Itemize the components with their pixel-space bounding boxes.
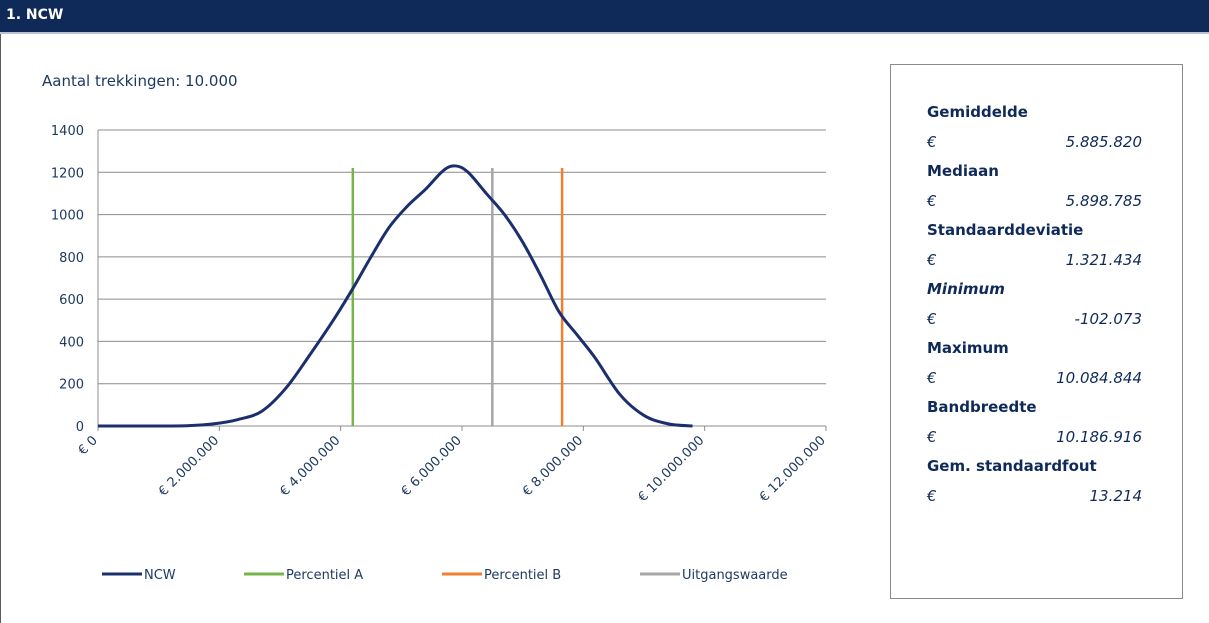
series-ncw-curve [98,164,693,428]
statistics-panel: Gemiddelde €5.885.820 Mediaan €5.898.785… [890,64,1183,599]
x-tick-label: € 0 [76,433,101,458]
x-tick-label: € 2.000.000 [156,433,222,499]
legend-label: Uitgangswaarde [682,568,788,583]
stat-label: Gem. standaardfout [927,457,1097,475]
stat-label: Bandbreedte [927,398,1037,416]
stat-gemiddelde: Gemiddelde €5.885.820 [927,102,1142,153]
stat-standaarddeviatie: Standaarddeviatie €1.321.434 [927,220,1142,271]
y-tick-label: 1200 [51,166,84,181]
stat-minimum: Minimum € -102.073 [927,279,1142,330]
stat-maximum: Maximum €10.084.844 [927,338,1142,389]
stat-label: Standaarddeviatie [927,221,1084,239]
y-tick-label: 600 [59,293,84,308]
stat-value: 13.214 [1089,487,1143,505]
y-tick-label: 1000 [51,209,84,224]
legend-label: NCW [144,568,176,583]
stat-bandbreedte: Bandbreedte €10.186.916 [927,397,1142,448]
x-tick-label: € 6.000.000 [399,433,465,499]
stat-currency: € [927,251,937,269]
y-tick-label: 400 [59,335,84,350]
x-tick-label: € 4.000.000 [277,433,343,499]
section-header: 1. NCW [0,0,1209,34]
stat-currency: € [927,310,937,328]
y-tick-label: 1400 [51,124,84,139]
stat-label: Maximum [927,339,1009,357]
y-tick-label: 200 [59,378,84,393]
x-tick-label: € 12.000.000 [757,433,829,505]
stat-label: Minimum [927,280,1005,298]
y-tick-label: 0 [76,420,84,435]
ncw-distribution-chart: 0 200 400 600 800 1000 1200 1400 € 0 € 2.000.000 €… [51,124,829,583]
stat-gem-standaardfout: Gem. standaardfout €13.214 [927,456,1142,507]
stat-value: 5.898.785 [1065,192,1142,210]
stat-mediaan: Mediaan €5.898.785 [927,161,1142,212]
stat-value: -102.073 [1074,310,1142,328]
stat-currency: € [927,428,937,446]
y-tick-label: 800 [59,251,84,266]
stat-currency: € [927,369,937,387]
section-title: 1. NCW [6,7,64,23]
x-tick-label: € 10.000.000 [635,433,707,505]
stat-label: Mediaan [927,162,999,180]
stat-value: 1.321.434 [1065,251,1142,269]
stat-value: 10.186.916 [1056,428,1142,446]
stat-currency: € [927,487,937,505]
stat-value: 5.885.820 [1065,133,1142,151]
x-tick-label: € 8.000.000 [520,433,586,499]
legend-label: Percentiel A [286,568,363,583]
stat-label: Gemiddelde [927,103,1028,121]
stat-currency: € [927,192,937,210]
stat-value: 10.084.844 [1056,369,1142,387]
stat-currency: € [927,133,937,151]
chart-title: Aantal trekkingen: 10.000 [42,72,238,90]
legend-label: Percentiel B [484,568,561,583]
